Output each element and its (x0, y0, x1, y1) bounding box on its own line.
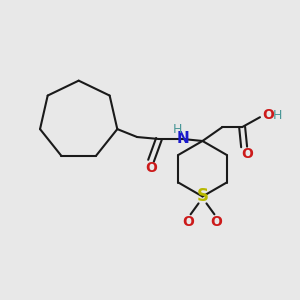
Text: N: N (176, 130, 189, 146)
Text: O: O (183, 215, 195, 229)
Text: O: O (262, 108, 274, 122)
Text: H: H (173, 123, 182, 136)
Text: S: S (196, 188, 208, 206)
Text: O: O (210, 215, 222, 229)
Text: H: H (273, 109, 283, 122)
Text: O: O (145, 161, 157, 175)
Text: O: O (241, 147, 253, 161)
